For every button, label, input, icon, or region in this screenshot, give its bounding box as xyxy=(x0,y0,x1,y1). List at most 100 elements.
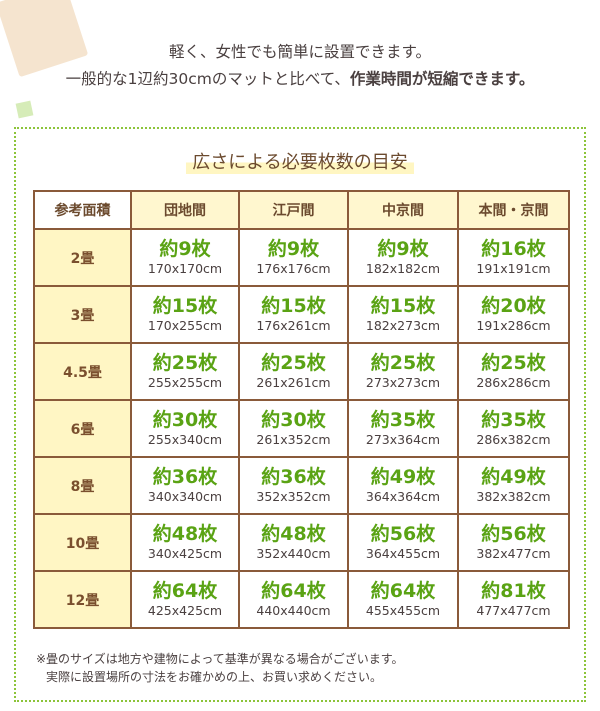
column-header: 江戸間 xyxy=(238,190,349,230)
table-cell: 約25枚 255x255cm xyxy=(130,342,240,401)
mat-count: 約15枚 xyxy=(152,294,218,317)
table-cell: 約25枚 286x286cm xyxy=(457,342,570,401)
table-cell: 約30枚 255x340cm xyxy=(130,399,240,458)
row-label: 12畳 xyxy=(33,570,132,629)
room-size: 191x191cm xyxy=(476,260,551,276)
room-size: 364x455cm xyxy=(365,545,441,561)
mat-count: 約56枚 xyxy=(370,522,436,545)
mat-count: 約36枚 xyxy=(152,465,218,488)
table-row: 6畳 約30枚 255x340cm 約30枚 261x352cm 約35枚 273x364c… xyxy=(33,399,570,458)
column-header: 参考面積 xyxy=(33,190,132,230)
table-cell: 約9枚 182x182cm xyxy=(347,228,459,287)
room-size: 382x477cm xyxy=(476,545,551,561)
table-row: 10畳 約48枚 340x425cm 約48枚 352x440cm 約56枚 364x455… xyxy=(33,513,570,572)
room-size: 477x477cm xyxy=(476,602,551,618)
room-size: 455x455cm xyxy=(365,602,441,618)
joint-mat-illustration xyxy=(0,0,89,78)
table-cell: 約48枚 352x440cm xyxy=(238,513,349,572)
table-row: 2畳 約9枚 170x170cm 約9枚 176x176cm 約9枚 182x182cm 約1… xyxy=(33,228,570,287)
mat-count: 約64枚 xyxy=(261,579,326,602)
intro-line-2-bold: 作業時間が短縮できます。 xyxy=(349,70,535,88)
table-cell: 約20枚 191x286cm xyxy=(457,285,570,344)
table-cell: 約15枚 170x255cm xyxy=(130,285,240,344)
mat-count: 約9枚 xyxy=(377,237,429,260)
room-size: 255x255cm xyxy=(147,374,223,390)
mat-count: 約25枚 xyxy=(481,351,546,374)
table-row: 4.5畳 約25枚 255x255cm 約25枚 261x261cm 約25枚 273x27… xyxy=(33,342,570,401)
room-size: 261x352cm xyxy=(256,431,331,447)
mat-count: 約49枚 xyxy=(370,465,436,488)
mat-count: 約48枚 xyxy=(152,522,218,545)
mat-count: 約25枚 xyxy=(261,351,326,374)
room-size: 255x340cm xyxy=(147,431,223,447)
room-size: 286x286cm xyxy=(476,374,551,390)
table-cell: 約16枚 191x191cm xyxy=(457,228,570,287)
mat-count: 約36枚 xyxy=(261,465,326,488)
row-label: 3畳 xyxy=(33,285,132,344)
room-size: 286x382cm xyxy=(476,431,551,447)
mat-count: 約16枚 xyxy=(481,237,546,260)
table-cell: 約64枚 440x440cm xyxy=(238,570,349,629)
column-header: 団地間 xyxy=(130,190,240,230)
table-cell: 約30枚 261x352cm xyxy=(238,399,349,458)
room-size: 352x352cm xyxy=(256,488,331,504)
column-header: 本間・京間 xyxy=(457,190,570,230)
mat-count: 約25枚 xyxy=(152,351,218,374)
room-size: 170x255cm xyxy=(147,317,223,333)
intro-line-2: 一般的な1辺約30cmのマットと比べて、作業時間が短縮できます。 xyxy=(0,67,600,89)
mat-count: 約15枚 xyxy=(370,294,436,317)
mini-mat-illustration xyxy=(15,100,34,119)
table-cell: 約9枚 170x170cm xyxy=(130,228,240,287)
room-size: 352x440cm xyxy=(256,545,331,561)
table-cell: 約64枚 455x455cm xyxy=(347,570,459,629)
mat-count: 約9枚 xyxy=(159,237,211,260)
row-label: 8畳 xyxy=(33,456,132,515)
note-line-2: 実際に設置場所の寸法をお確かめの上、お買い求めください。 xyxy=(46,670,383,684)
mat-count: 約81枚 xyxy=(481,579,546,602)
table-cell: 約35枚 273x364cm xyxy=(347,399,459,458)
mat-count: 約9枚 xyxy=(267,237,320,260)
room-size: 340x425cm xyxy=(147,545,223,561)
table-row: 12畳 約64枚 425x425cm 約64枚 440x440cm 約64枚 455x455… xyxy=(33,570,570,629)
room-size: 440x440cm xyxy=(256,602,331,618)
room-size: 176x176cm xyxy=(256,260,331,276)
table-cell: 約9枚 176x176cm xyxy=(238,228,349,287)
room-size: 170x170cm xyxy=(147,260,223,276)
room-size: 364x364cm xyxy=(365,488,441,504)
table-cell: 約49枚 364x364cm xyxy=(347,456,459,515)
table-cell: 約25枚 273x273cm xyxy=(347,342,459,401)
table-cell: 約15枚 176x261cm xyxy=(238,285,349,344)
mat-count: 約56枚 xyxy=(481,522,546,545)
mat-count: 約30枚 xyxy=(152,408,218,431)
section-title: 広さによる必要枚数の目安 xyxy=(186,148,414,174)
table-cell: 約64枚 425x425cm xyxy=(130,570,240,629)
mat-count: 約64枚 xyxy=(370,579,436,602)
mat-count: 約30枚 xyxy=(261,408,326,431)
table-row: 8畳 約36枚 340x340cm 約36枚 352x352cm 約49枚 364x364c… xyxy=(33,456,570,515)
table-cell: 約36枚 352x352cm xyxy=(238,456,349,515)
table-cell: 約35枚 286x382cm xyxy=(457,399,570,458)
mat-count: 約20枚 xyxy=(481,294,546,317)
table-cell: 約25枚 261x261cm xyxy=(238,342,349,401)
room-size: 425x425cm xyxy=(147,602,223,618)
table-cell: 約15枚 182x273cm xyxy=(347,285,459,344)
mat-count: 約64枚 xyxy=(152,579,218,602)
row-label: 6畳 xyxy=(33,399,132,458)
table-cell: 約49枚 382x382cm xyxy=(457,456,570,515)
row-label: 4.5畳 xyxy=(33,342,132,401)
table-cell: 約56枚 364x455cm xyxy=(347,513,459,572)
mat-count: 約48枚 xyxy=(261,522,326,545)
mat-count: 約15枚 xyxy=(261,294,326,317)
table-row: 3畳 約15枚 170x255cm 約15枚 176x261cm 約15枚 182x273c… xyxy=(33,285,570,344)
room-size: 182x182cm xyxy=(365,260,441,276)
room-size: 182x273cm xyxy=(365,317,441,333)
mat-count: 約35枚 xyxy=(370,408,436,431)
room-size: 176x261cm xyxy=(256,317,331,333)
mat-count: 約25枚 xyxy=(370,351,436,374)
table-cell: 約81枚 477x477cm xyxy=(457,570,570,629)
content-frame xyxy=(14,127,586,702)
row-label: 2畳 xyxy=(33,228,132,287)
room-size: 273x364cm xyxy=(365,431,441,447)
table-cell: 約56枚 382x477cm xyxy=(457,513,570,572)
intro-line-2-plain: 一般的な1辺約30cmのマットと比べて、 xyxy=(65,70,350,88)
